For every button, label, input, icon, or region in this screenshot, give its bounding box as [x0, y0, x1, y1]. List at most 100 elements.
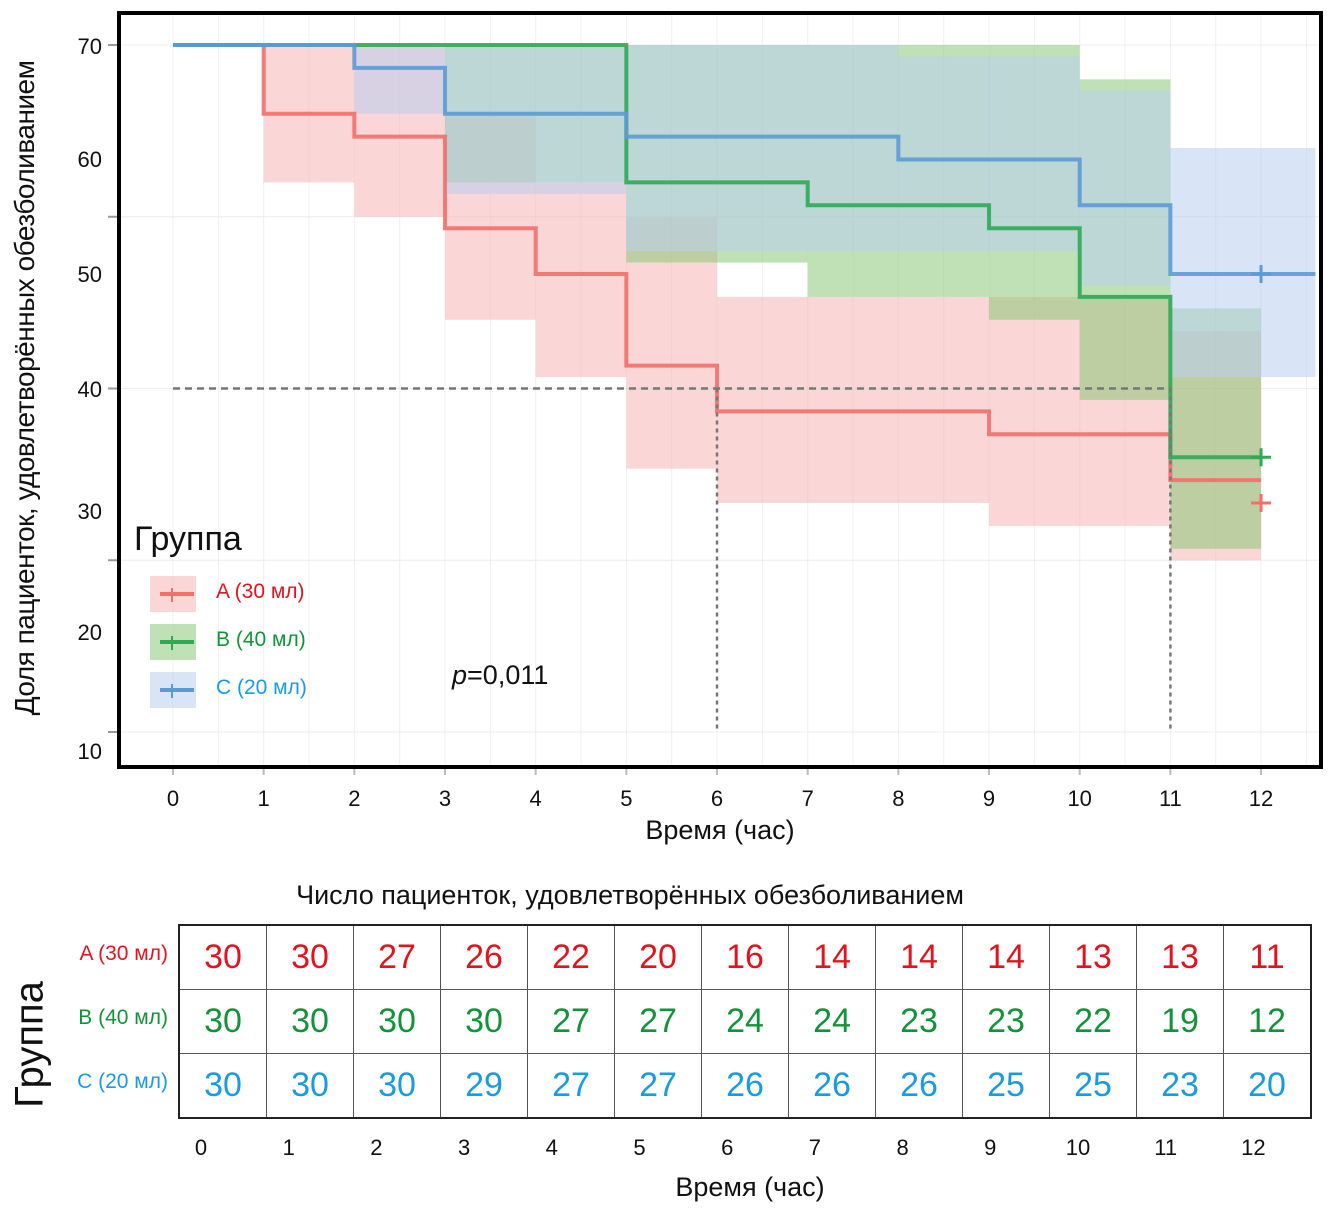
risk-table-time-label: 6: [721, 1135, 734, 1160]
ci-band-c: [445, 45, 627, 194]
risk-table-time-label: 0: [194, 1135, 208, 1160]
legend-swatch-icon: [150, 672, 196, 708]
risk-table-x-title: Время (час): [675, 1172, 825, 1202]
risk-table-cell: 16: [701, 924, 789, 990]
risk-table-time-label: 9: [984, 1135, 997, 1160]
risk-table-group-title: Группа: [7, 981, 52, 1108]
risk-table-cell: 27: [527, 1053, 615, 1119]
risk-table-cell: 30: [178, 1053, 267, 1119]
x-tick-label: 7: [801, 786, 814, 811]
risk-table-cell: 19: [1136, 989, 1224, 1054]
risk-table-time-label: 5: [633, 1135, 646, 1160]
risk-table: 30 30 27 26 22 20 16 14 14 14 13 13 11 30 30 30 30 27 27 24…: [178, 924, 1312, 1119]
risk-table-cell: 22: [527, 924, 615, 990]
risk-table-cell: 25: [1049, 1053, 1137, 1119]
risk-table-time-label: 11: [1154, 1135, 1178, 1160]
risk-table-cell: 13: [1136, 924, 1224, 990]
y-tick-label: 30: [77, 499, 102, 524]
p-symbol: p: [452, 660, 468, 690]
risk-table-cell: 27: [353, 924, 441, 990]
p-value: =0,011: [467, 660, 549, 690]
risk-table-cell: 29: [440, 1053, 528, 1119]
km-plot: [108, 11, 1323, 775]
survival-curve-a: [173, 43, 1262, 483]
x-tick-label: 5: [620, 786, 633, 811]
risk-table-cell: 30: [266, 1053, 354, 1119]
ci-band-c: [1170, 148, 1316, 378]
ci-band-c: [1079, 90, 1171, 286]
legend-swatch-icon: [150, 576, 196, 612]
x-tick-label: 0: [166, 786, 180, 811]
plot-frame: [117, 11, 1323, 769]
risk-table-cell: 25: [962, 1053, 1050, 1119]
legend-title: Группа: [134, 520, 242, 558]
risk-table-cell: 13: [1049, 924, 1137, 990]
legend-label: C (20 мл): [216, 676, 307, 699]
risk-table-cell: 30: [266, 989, 354, 1054]
y-tick-label: 20: [77, 620, 102, 645]
y-tick-label: 60: [77, 147, 102, 172]
risk-table-cell: 11: [1223, 924, 1312, 990]
risk-table-cell: 23: [875, 989, 963, 1054]
censor-mark-c: [1251, 265, 1272, 283]
x-tick-label: 2: [348, 786, 361, 811]
risk-table-cell: 26: [788, 1053, 876, 1119]
x-tick-label: 11: [1158, 786, 1182, 811]
risk-table-cell: 27: [527, 989, 615, 1054]
risk-table-cell: 22: [1049, 989, 1137, 1054]
risk-table-cell: 26: [875, 1053, 963, 1119]
x-tick-label: 3: [438, 786, 452, 811]
risk-table-row: 30 30 30 29 27 27 26 26 26 25 25 23 20: [178, 1053, 1312, 1119]
x-tick-label: 10: [1067, 786, 1092, 811]
ci-band-a: [535, 182, 627, 378]
risk-table-row-label: B (40 мл): [78, 1006, 168, 1029]
y-tick-label: 50: [77, 262, 102, 287]
legend-swatch-icon: [150, 624, 196, 660]
risk-table-time-label: 8: [896, 1135, 909, 1160]
risk-table-cell: 14: [962, 924, 1050, 990]
legend-label: B (40 мл): [216, 628, 306, 651]
risk-table-cell: 30: [353, 989, 441, 1054]
x-tick-label: 8: [892, 786, 905, 811]
risk-table-time-label: 2: [370, 1135, 383, 1160]
risk-table-cell: 24: [788, 989, 876, 1054]
risk-table-cell: 14: [788, 924, 876, 990]
risk-table-cell: 30: [353, 1053, 441, 1119]
risk-table-time-label: 12: [1241, 1135, 1266, 1160]
risk-table-time-label: 7: [808, 1135, 822, 1160]
y-tick-label: 40: [77, 377, 102, 402]
risk-table-cell: 14: [875, 924, 963, 990]
risk-table-row: 30 30 27 26 22 20 16 14 14 14 13 13 11: [178, 924, 1312, 990]
censor-mark-a: [1251, 494, 1272, 512]
ci-band-a: [717, 296, 990, 503]
risk-table-cell: 20: [1223, 1053, 1312, 1119]
x-axis-title: Время (час): [645, 815, 795, 845]
x-tick-label: 9: [982, 786, 996, 811]
legend-label: A (30 мл): [216, 580, 305, 603]
risk-table-cell: 30: [266, 924, 354, 990]
x-tick-label: 12: [1248, 786, 1274, 811]
risk-table-title: Число пациенток, удовлетворённых обезбол…: [296, 880, 964, 910]
risk-table-cell: 30: [440, 989, 528, 1054]
risk-table-cell: 27: [614, 1053, 702, 1119]
x-tick-label: 6: [710, 786, 724, 811]
ci-band-c: [354, 45, 446, 114]
risk-table-cell: 30: [178, 924, 267, 990]
risk-table-cell: 12: [1223, 989, 1312, 1054]
risk-table-cell: 30: [178, 989, 267, 1054]
risk-table-row-label: A (30 мл): [79, 942, 168, 965]
risk-table-cell: 27: [614, 989, 702, 1054]
risk-table-time-label: 4: [545, 1135, 558, 1160]
risk-table-time-label: 3: [457, 1135, 471, 1160]
survival-curve-c: [173, 43, 1316, 276]
risk-table-cell: 20: [614, 924, 702, 990]
risk-table-row: 30 30 30 30 27 27 24 24 23 23 22 19 12: [178, 989, 1312, 1054]
risk-table-cell: 26: [440, 924, 528, 990]
p-value-annotation: p=0,011: [452, 660, 548, 691]
survival-curve-b: [173, 43, 1262, 460]
ci-band-c: [626, 45, 899, 252]
risk-table-time-label: 1: [282, 1135, 295, 1160]
risk-table-row-label: C (20 мл): [77, 1070, 168, 1093]
risk-table-time-label: 10: [1065, 1135, 1091, 1160]
risk-table-cell: 23: [1136, 1053, 1224, 1119]
